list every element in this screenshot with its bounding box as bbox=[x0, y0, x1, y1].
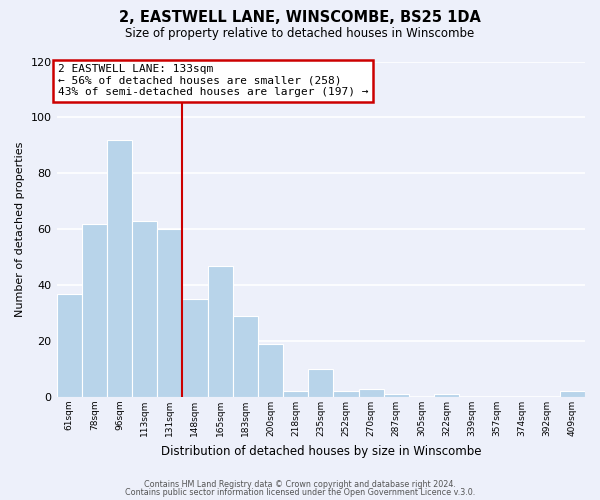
Bar bbox=[560, 392, 585, 397]
Bar bbox=[308, 369, 334, 397]
Bar bbox=[132, 221, 157, 397]
Text: 2 EASTWELL LANE: 133sqm
← 56% of detached houses are smaller (258)
43% of semi-d: 2 EASTWELL LANE: 133sqm ← 56% of detache… bbox=[58, 64, 368, 98]
Text: 2, EASTWELL LANE, WINSCOMBE, BS25 1DA: 2, EASTWELL LANE, WINSCOMBE, BS25 1DA bbox=[119, 10, 481, 25]
Bar bbox=[359, 388, 383, 397]
Bar bbox=[157, 230, 182, 397]
Text: Size of property relative to detached houses in Winscombe: Size of property relative to detached ho… bbox=[125, 28, 475, 40]
Bar bbox=[56, 294, 82, 397]
Bar bbox=[258, 344, 283, 397]
Bar bbox=[182, 299, 208, 397]
X-axis label: Distribution of detached houses by size in Winscombe: Distribution of detached houses by size … bbox=[161, 444, 481, 458]
Text: Contains public sector information licensed under the Open Government Licence v.: Contains public sector information licen… bbox=[125, 488, 475, 497]
Bar bbox=[334, 392, 359, 397]
Bar bbox=[208, 266, 233, 397]
Bar bbox=[82, 224, 107, 397]
Bar bbox=[283, 392, 308, 397]
Bar bbox=[107, 140, 132, 397]
Y-axis label: Number of detached properties: Number of detached properties bbox=[15, 142, 25, 317]
Bar bbox=[383, 394, 409, 397]
Bar bbox=[434, 394, 459, 397]
Bar bbox=[233, 316, 258, 397]
Text: Contains HM Land Registry data © Crown copyright and database right 2024.: Contains HM Land Registry data © Crown c… bbox=[144, 480, 456, 489]
